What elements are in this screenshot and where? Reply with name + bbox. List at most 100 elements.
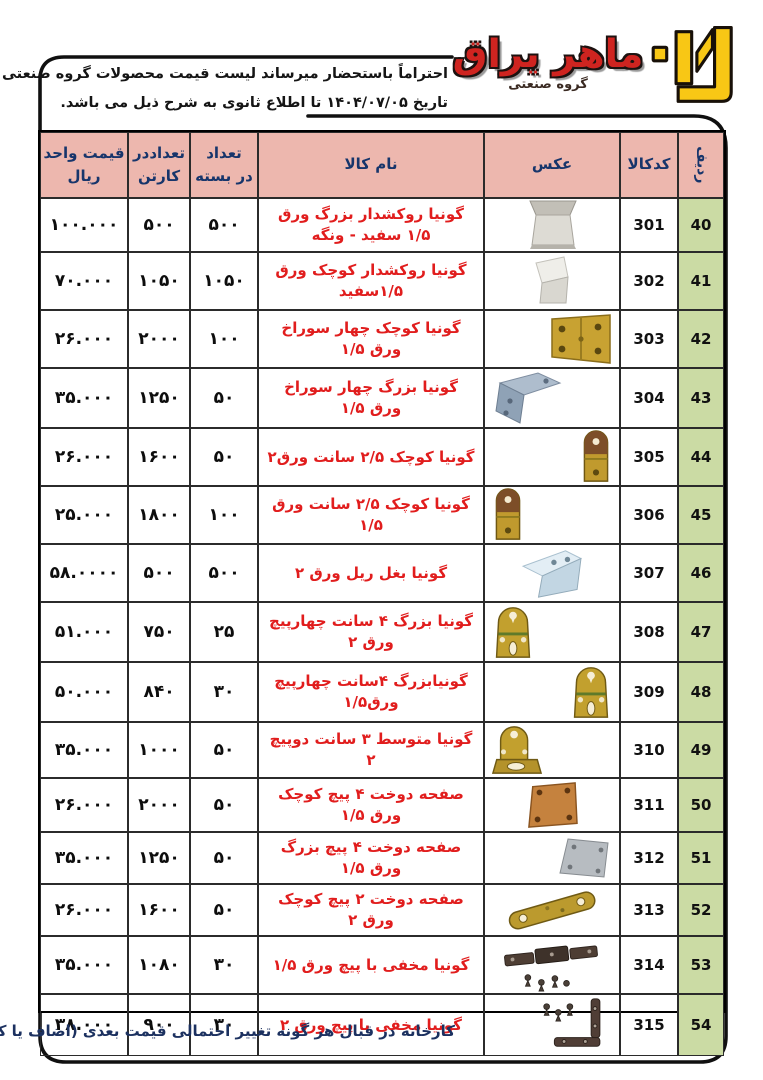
qty-per-pack: ۱۰۵۰: [190, 252, 258, 310]
product-photo: [484, 252, 620, 310]
product-name: گونیا کوچک چهار سوراخ ورق ۱/۵: [258, 310, 484, 368]
product-photo: [484, 884, 620, 936]
qty-per-carton: ۱۲۵۰: [128, 368, 190, 428]
product-photo: [484, 994, 620, 1056]
unit-price: ۳۵.۰۰۰: [40, 368, 128, 428]
intro-note: احتراماً باستحضار میرساند لیست قیمت محصو…: [0, 60, 448, 118]
qty-per-pack: ۱۰۰: [190, 310, 258, 368]
product-code: 307: [620, 544, 678, 602]
column-header-pack: تعداد در بسته: [190, 132, 258, 198]
product-photo: [484, 310, 620, 368]
unit-price: ۳۸.۰۰۰: [40, 994, 128, 1056]
row-number: 47: [678, 602, 724, 662]
row-number: 52: [678, 884, 724, 936]
unit-price: ۳۵.۰۰۰: [40, 936, 128, 994]
product-code: 304: [620, 368, 678, 428]
product-photo: [484, 832, 620, 884]
company-name: ماهر یراق: [452, 32, 644, 77]
unit-price: ۵۱.۰۰۰: [40, 602, 128, 662]
qty-per-carton: ۱۶۰۰: [128, 884, 190, 936]
row-number: 49: [678, 722, 724, 778]
product-name: گونیا بزرگ ۴ سانت چهارپیچ ورق ۲: [258, 602, 484, 662]
row-number: 45: [678, 486, 724, 544]
product-photo: [484, 602, 620, 662]
row-number: 54: [678, 994, 724, 1056]
product-name: گونیا متوسط ۳ سانت دوپیچ ۲: [258, 722, 484, 778]
product-code: 306: [620, 486, 678, 544]
unit-price: ۲۶.۰۰۰: [40, 428, 128, 486]
company-logo: ماهر یراق گروه صنعتی: [448, 18, 752, 118]
product-code: 314: [620, 936, 678, 994]
company-logo-icon: [651, 25, 733, 103]
product-code: 301: [620, 198, 678, 252]
qty-per-carton: ۵۰۰: [128, 544, 190, 602]
product-code: 311: [620, 778, 678, 832]
product-code: 312: [620, 832, 678, 884]
product-photo: [484, 486, 620, 544]
qty-per-pack: ۵۰: [190, 722, 258, 778]
unit-price: ۱۰۰.۰۰۰: [40, 198, 128, 252]
qty-per-carton: ۲۰۰۰: [128, 310, 190, 368]
qty-per-carton: ۷۵۰: [128, 602, 190, 662]
intro-note-line1: احتراماً باستحضار میرساند لیست قیمت محصو…: [0, 66, 448, 82]
product-name: صفحه دوخت ۲ پیچ کوچک ورق ۲: [258, 884, 484, 936]
product-name: گونیا بغل ریل ورق ۲: [258, 544, 484, 602]
product-code: 305: [620, 428, 678, 486]
qty-per-pack: ۵۰۰: [190, 198, 258, 252]
product-name: گونیا کوچک ۲/۵ سانت ورق ۱/۵: [258, 486, 484, 544]
row-number: 41: [678, 252, 724, 310]
unit-price: ۲۶.۰۰۰: [40, 778, 128, 832]
product-name: صفحه دوخت ۴ پیچ کوچک ورق ۱/۵: [258, 778, 484, 832]
product-name: گونیا مخفی با پیچ ورق ۱/۵: [258, 936, 484, 994]
unit-price: ۵۰.۰۰۰: [40, 662, 128, 722]
product-photo: [484, 368, 620, 428]
row-number: 46: [678, 544, 724, 602]
column-header-code: کدکالا: [620, 132, 678, 198]
qty-per-pack: ۵۰۰: [190, 544, 258, 602]
product-photo: [484, 198, 620, 252]
qty-per-carton: ۲۰۰۰: [128, 778, 190, 832]
row-number: 43: [678, 368, 724, 428]
company-subtitle: گروه صنعتی: [508, 77, 588, 92]
qty-per-carton: ۹۰۰: [128, 994, 190, 1056]
column-header-photo: عکس: [484, 132, 620, 198]
product-photo: [484, 544, 620, 602]
qty-per-pack: ۵۰: [190, 884, 258, 936]
unit-price: ۳۵.۰۰۰: [40, 722, 128, 778]
qty-per-pack: ۳۰: [190, 936, 258, 994]
qty-per-carton: ۱۰۰۰: [128, 722, 190, 778]
column-header-carton: تعداددر کارتن: [128, 132, 190, 198]
price-table: ردیف کدکالا عکس نام کالا تعداد در بسته تعداددر…: [38, 130, 726, 1056]
unit-price: ۵۸.۰۰۰۰: [40, 544, 128, 602]
product-name: گونیا کوچک ۲/۵ سانت ورق۲: [258, 428, 484, 486]
product-name: گونیا روکشدار کوچک ورق ۱/۵سفید: [258, 252, 484, 310]
product-code: 315: [620, 994, 678, 1056]
product-code: 303: [620, 310, 678, 368]
product-code: 302: [620, 252, 678, 310]
row-number: 42: [678, 310, 724, 368]
column-header-row: ردیف: [678, 132, 724, 198]
footer-disclaimer: کارخانه در قبال هر گونه تغییر احتمالی قی…: [0, 1022, 455, 1040]
qty-per-pack: ۳۰: [190, 994, 258, 1056]
row-number: 51: [678, 832, 724, 884]
qty-per-pack: ۵۰: [190, 368, 258, 428]
qty-per-pack: ۵۰: [190, 428, 258, 486]
unit-price: ۲۶.۰۰۰: [40, 884, 128, 936]
product-name: گونیا بزرگ چهار سوراخ ورق ۱/۵: [258, 368, 484, 428]
qty-per-pack: ۱۰۰: [190, 486, 258, 544]
qty-per-pack: ۳۰: [190, 662, 258, 722]
product-name: گونیا مخفی با پیچ ورق ۲: [258, 994, 484, 1056]
product-name: صفحه دوخت ۴ پیچ بزرگ ورق ۱/۵: [258, 832, 484, 884]
product-code: 310: [620, 722, 678, 778]
column-header-price: قیمت واحد ریال: [40, 132, 128, 198]
qty-per-carton: ۱۰۵۰: [128, 252, 190, 310]
unit-price: ۳۵.۰۰۰: [40, 832, 128, 884]
row-number: 40: [678, 198, 724, 252]
product-photo: [484, 662, 620, 722]
row-number: 48: [678, 662, 724, 722]
qty-per-carton: ۵۰۰: [128, 198, 190, 252]
row-number: 53: [678, 936, 724, 994]
unit-price: ۲۵.۰۰۰: [40, 486, 128, 544]
product-photo: [484, 428, 620, 486]
product-photo: [484, 778, 620, 832]
